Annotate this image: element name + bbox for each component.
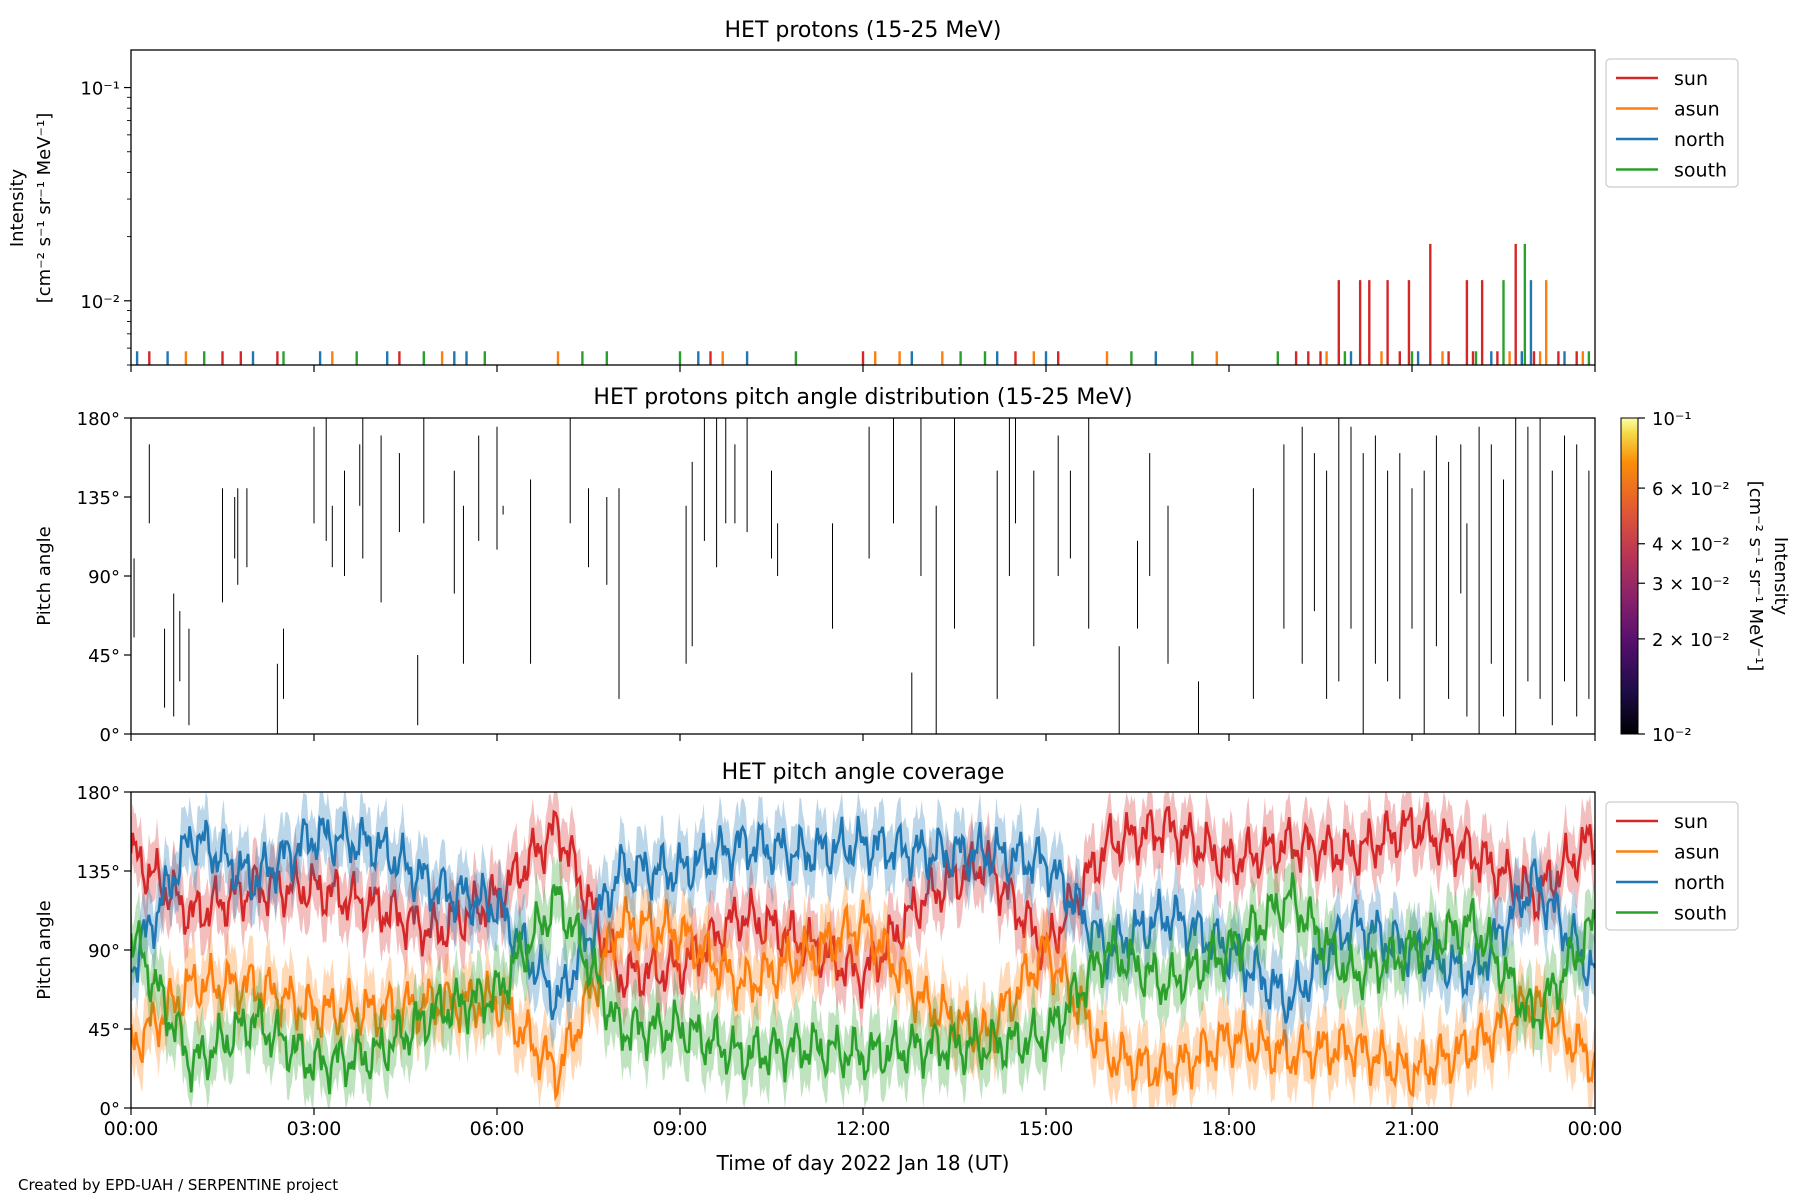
legend-label-asun: asun — [1674, 99, 1720, 121]
ytick-label: 90° — [88, 941, 120, 962]
xtick-label: 18:00 — [1202, 1118, 1257, 1140]
panel3-ylabel: Pitch angle — [34, 900, 55, 999]
xtick-label: 00:00 — [1568, 1118, 1623, 1140]
ytick-label: 0° — [100, 1099, 120, 1120]
xtick-label: 09:00 — [653, 1118, 708, 1140]
legend-label-sun: sun — [1674, 811, 1708, 833]
ytick-label: 10⁻¹ — [80, 79, 120, 100]
ytick-label: 45° — [88, 1020, 120, 1041]
ytick-label: 0° — [100, 725, 120, 746]
xtick-label: 03:00 — [287, 1118, 342, 1140]
xtick-label: 21:00 — [1385, 1118, 1440, 1140]
band-south — [131, 842, 1595, 1108]
panel3-xticks: 00:00 03:00 06:00 09:00 12:00 15:00 18:00 21:00… — [104, 1108, 1623, 1140]
line-sun — [131, 802, 1595, 1009]
series-asun — [184, 280, 1585, 365]
ytick-label: 135° — [77, 488, 120, 509]
panel2-title: HET protons pitch angle distribution (15… — [593, 385, 1132, 410]
ytick-label: 10⁻² — [80, 292, 120, 313]
panel1-yticks: 10⁻¹ 10⁻² — [80, 79, 131, 366]
panel2-xticks — [130, 734, 1596, 741]
panel2-ylabel: Pitch angle — [34, 526, 55, 625]
series-sun — [148, 243, 1578, 365]
legend-label-north: north — [1674, 872, 1725, 894]
ytick-label: 135° — [77, 862, 120, 883]
line-asun — [131, 896, 1595, 1102]
legend-label-asun: asun — [1674, 842, 1720, 864]
series-south — [202, 243, 1591, 365]
ytick-label: 90° — [88, 567, 120, 588]
panel-pad: HET protons pitch angle distribution (15… — [34, 385, 1791, 746]
colorbar: 10⁻¹ 6 × 10⁻² 4 × 10⁻² 3 × 10⁻² 2 × 10⁻² 10⁻²… — [1620, 409, 1791, 746]
panel3-legend: sun asun north south — [1605, 801, 1739, 931]
colorbar-tick-label: 10⁻² — [1652, 725, 1692, 746]
panel2-segments — [133, 418, 1590, 734]
panel-coverage: HET pitch angle coverage 0° 45° 90° 135° 180… — [34, 760, 1739, 1175]
colorbar-tick-label: 10⁻¹ — [1652, 409, 1692, 430]
panel1-title: HET protons (15-25 MeV) — [725, 18, 1002, 43]
colorbar-label-line1: Intensity — [1770, 537, 1791, 616]
colorbar-tick-label: 4 × 10⁻² — [1652, 535, 1730, 556]
panel3-series — [131, 792, 1595, 1108]
ytick-label: 180° — [77, 783, 120, 804]
series-north — [135, 280, 1566, 365]
coverage-sun — [131, 792, 1595, 1039]
legend-label-south: south — [1674, 160, 1727, 182]
colorbar-tick-label: 6 × 10⁻² — [1652, 479, 1730, 500]
coverage-south — [131, 842, 1595, 1108]
band-north — [131, 792, 1595, 1054]
panel-intensity: HET protons (15-25 MeV) 10⁻¹ 10⁻² Intensi… — [7, 18, 1739, 372]
panel1-legend: sun asun north south — [1605, 58, 1739, 188]
line-north — [131, 811, 1595, 1024]
xtick-label: 12:00 — [836, 1118, 891, 1140]
ytick-label: 45° — [88, 646, 120, 667]
colorbar-gradient — [1620, 417, 1639, 735]
legend-label-south: south — [1674, 903, 1727, 925]
coverage-asun — [131, 866, 1595, 1108]
xtick-label: 15:00 — [1019, 1118, 1074, 1140]
colorbar-ticks: 10⁻¹ 6 × 10⁻² 4 × 10⁻² 3 × 10⁻² 2 × 10⁻² 10⁻² — [1638, 409, 1730, 746]
credit-text: Created by EPD-UAH / SERPENTINE project — [18, 1176, 339, 1194]
legend-label-sun: sun — [1674, 68, 1708, 90]
panel1-xticks — [130, 365, 1596, 372]
panel1-series — [135, 243, 1591, 365]
x-axis-label: Time of day 2022 Jan 18 (UT) — [716, 1151, 1010, 1175]
panel1-ylabel-line1: Intensity — [7, 168, 28, 247]
panel1-ylabel-line2: [cm⁻² s⁻¹ sr⁻¹ MeV⁻¹] — [34, 113, 55, 304]
colorbar-label-line2: [cm⁻² s⁻¹ sr⁻¹ MeV⁻¹] — [1745, 481, 1766, 672]
panel3-yticks: 0° 45° 90° 135° 180° — [77, 783, 131, 1120]
line-south — [131, 872, 1595, 1095]
coverage-north — [131, 792, 1595, 1054]
panel3-title: HET pitch angle coverage — [722, 760, 1005, 785]
xtick-label: 00:00 — [104, 1118, 159, 1140]
panel1-axes — [130, 49, 1596, 366]
ytick-label: 180° — [77, 409, 120, 430]
panel2-yticks: 0° 45° 90° 135° 180° — [77, 409, 131, 746]
colorbar-tick-label: 3 × 10⁻² — [1652, 574, 1730, 595]
xtick-label: 06:00 — [470, 1118, 525, 1140]
colorbar-tick-label: 2 × 10⁻² — [1652, 630, 1730, 651]
legend-label-north: north — [1674, 129, 1725, 151]
